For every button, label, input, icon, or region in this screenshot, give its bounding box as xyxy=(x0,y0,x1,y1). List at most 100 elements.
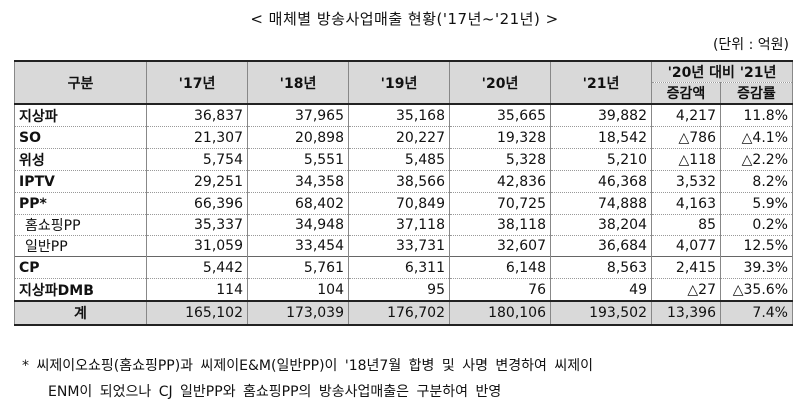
cell: 49 xyxy=(550,278,652,302)
cell-change-rate: 11.8% xyxy=(720,103,793,127)
revenue-table: 구분 '17년 '18년 '19년 '20년 '21년 '20년 대비 '21년… xyxy=(14,60,793,326)
table-title: < 매체별 방송사업매출 현황('17년~'21년) > xyxy=(250,10,559,28)
cell-change-amount: 4,163 xyxy=(651,192,721,215)
cell: 70,725 xyxy=(449,192,551,215)
cell: 74,888 xyxy=(550,192,652,215)
header-category: 구분 xyxy=(14,60,147,105)
cell: 5,328 xyxy=(449,148,551,171)
header-change-amount: 증감액 xyxy=(651,82,721,105)
cell: 5,442 xyxy=(146,256,248,279)
total-row: 계 165,102 173,039 176,702 180,106 193,50… xyxy=(14,300,793,326)
cell: 66,396 xyxy=(146,192,248,215)
cell: 5,754 xyxy=(146,148,248,171)
cell: 46,368 xyxy=(550,170,652,193)
cell: 6,311 xyxy=(348,256,450,279)
cell-change-amount: △786 xyxy=(651,126,721,149)
cell: 39,882 xyxy=(550,103,652,127)
row-label: 위성 xyxy=(14,148,147,171)
cell-change-rate: 39.3% xyxy=(720,256,793,279)
cell: 31,059 xyxy=(146,235,248,257)
row-label: 일반PP xyxy=(14,235,147,257)
cell: 42,836 xyxy=(449,170,551,193)
cell: 38,566 xyxy=(348,170,450,193)
cell-change-amount: 3,532 xyxy=(651,170,721,193)
header-change-rate: 증감률 xyxy=(720,82,793,105)
row-label: 지상파DMB xyxy=(14,278,147,302)
row-label: IPTV xyxy=(14,170,147,193)
header-year-17: '17년 xyxy=(146,60,248,105)
table-row: CP 5,442 5,761 6,311 6,148 8,563 2,415 3… xyxy=(14,256,793,279)
cell: 5,485 xyxy=(348,148,450,171)
table-row: 일반PP 31,059 33,454 33,731 32,607 36,684 … xyxy=(14,235,793,257)
cell: 33,454 xyxy=(247,235,349,257)
cell: 18,542 xyxy=(550,126,652,149)
cell-change-rate: △2.2% xyxy=(720,148,793,171)
table-row: SO 21,307 20,898 20,227 19,328 18,542 △7… xyxy=(14,126,793,149)
row-label: CP xyxy=(14,256,147,279)
cell: 19,328 xyxy=(449,126,551,149)
table-row: 홈쇼핑PP 35,337 34,948 37,118 38,118 38,204… xyxy=(14,214,793,236)
header-compare: '20년 대비 '21년 xyxy=(651,60,793,83)
cell-change-rate: 12.5% xyxy=(720,235,793,257)
table-row: 위성 5,754 5,551 5,485 5,328 5,210 △118 △2… xyxy=(14,148,793,171)
cell: 21,307 xyxy=(146,126,248,149)
unit-label: (단위 : 억원) xyxy=(712,37,789,53)
cell: 36,684 xyxy=(550,235,652,257)
cell: 34,948 xyxy=(247,214,349,236)
cell-change-rate: 5.9% xyxy=(720,192,793,215)
cell: 5,551 xyxy=(247,148,349,171)
cell-change-amount: 4,217 xyxy=(651,103,721,127)
header-year-20: '20년 xyxy=(449,60,551,105)
cell-change-rate: 0.2% xyxy=(720,214,793,236)
table-row: 지상파 36,837 37,965 35,168 35,665 39,882 4… xyxy=(14,103,793,127)
cell-change-amount: △27 xyxy=(651,278,721,302)
total-cell: 193,502 xyxy=(550,300,652,326)
cell: 32,607 xyxy=(449,235,551,257)
total-cell: 165,102 xyxy=(146,300,248,326)
cell: 29,251 xyxy=(146,170,248,193)
cell-change-rate: 8.2% xyxy=(720,170,793,193)
cell: 35,665 xyxy=(449,103,551,127)
cell: 36,837 xyxy=(146,103,248,127)
cell-change-amount: 85 xyxy=(651,214,721,236)
row-label: PP* xyxy=(14,192,147,215)
cell: 5,210 xyxy=(550,148,652,171)
cell: 68,402 xyxy=(247,192,349,215)
cell: 34,358 xyxy=(247,170,349,193)
table-row: PP* 66,396 68,402 70,849 70,725 74,888 4… xyxy=(14,192,793,215)
cell-change-amount: △118 xyxy=(651,148,721,171)
row-label: 지상파 xyxy=(14,103,147,127)
total-change-rate: 7.4% xyxy=(720,300,793,326)
cell: 37,118 xyxy=(348,214,450,236)
cell: 95 xyxy=(348,278,450,302)
cell: 38,204 xyxy=(550,214,652,236)
cell: 6,148 xyxy=(449,256,551,279)
cell: 20,898 xyxy=(247,126,349,149)
row-label: 홈쇼핑PP xyxy=(14,214,147,236)
header-year-19: '19년 xyxy=(348,60,450,105)
total-label: 계 xyxy=(14,300,147,326)
total-cell: 180,106 xyxy=(449,300,551,326)
cell: 35,168 xyxy=(348,103,450,127)
total-change-amount: 13,396 xyxy=(651,300,721,326)
cell: 37,965 xyxy=(247,103,349,127)
cell: 76 xyxy=(449,278,551,302)
table-row: IPTV 29,251 34,358 38,566 42,836 46,368 … xyxy=(14,170,793,193)
cell: 104 xyxy=(247,278,349,302)
cell: 20,227 xyxy=(348,126,450,149)
footnote-line-2: ENM이 되었으나 CJ 일반PP와 홈쇼핑PP의 방송사업매출은 구분하여 반… xyxy=(48,384,502,400)
cell-change-rate: △35.6% xyxy=(720,278,793,302)
header-row-2: 증감액 증감률 xyxy=(15,82,793,105)
header-year-18: '18년 xyxy=(247,60,349,105)
cell: 35,337 xyxy=(146,214,248,236)
cell: 5,761 xyxy=(247,256,349,279)
footnote-line-1: * 씨제이오쇼핑(홈쇼핑PP)과 씨제이E&M(일반PP)이 '18년7월 합병… xyxy=(22,358,594,374)
cell-change-amount: 2,415 xyxy=(651,256,721,279)
cell: 38,118 xyxy=(449,214,551,236)
total-cell: 173,039 xyxy=(247,300,349,326)
footnote: * 씨제이오쇼핑(홈쇼핑PP)과 씨제이E&M(일반PP)이 '18년7월 합병… xyxy=(22,353,792,405)
cell: 8,563 xyxy=(550,256,652,279)
row-label: SO xyxy=(14,126,147,149)
total-cell: 176,702 xyxy=(348,300,450,326)
